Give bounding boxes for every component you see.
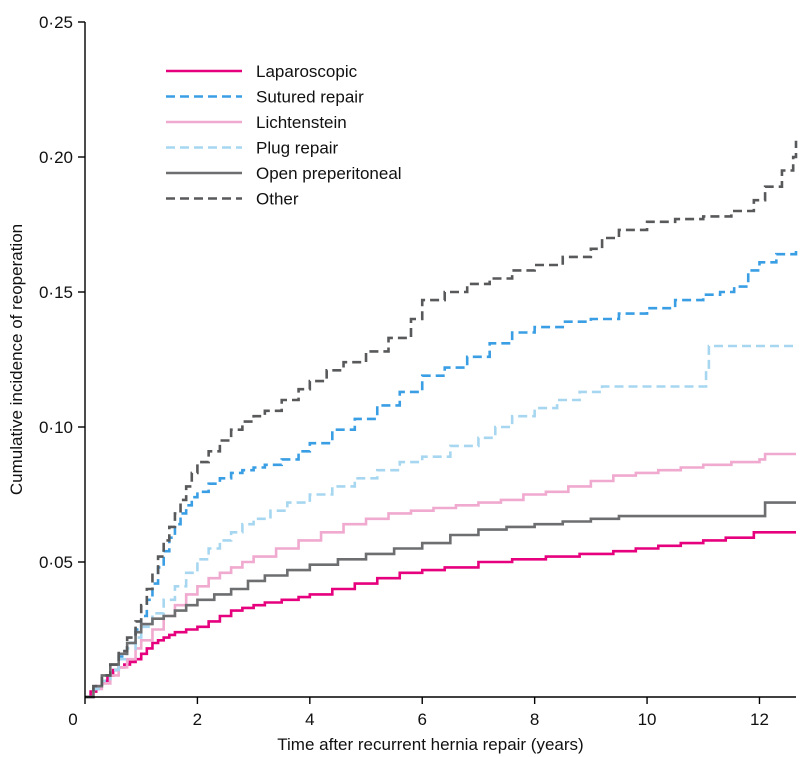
legend-label-open-preperitoneal: Open preperitoneal	[256, 164, 402, 183]
x-tick-label-6: 12	[750, 710, 769, 729]
y-ticks: 0·05 0·10 0·15 0·20 0·25	[39, 13, 85, 572]
series-line-laparoscopic	[85, 531, 796, 699]
x-tick-label-3: 6	[417, 710, 426, 729]
y-tick-label-2: 0·15	[39, 283, 73, 302]
x-tick-label-5: 10	[638, 710, 657, 729]
legend: Laparoscopic Sutured repair Lichtenstein Pl…	[166, 62, 402, 209]
axes	[84, 22, 796, 698]
y-tick-label-1: 0·10	[39, 418, 73, 437]
legend-label-laparoscopic: Laparoscopic	[256, 62, 358, 81]
series-line-other	[85, 140, 798, 699]
y-tick-label-3: 0·20	[39, 148, 73, 167]
y-tick-label-0: 0·05	[39, 553, 73, 572]
plot-area	[85, 140, 798, 699]
x-tick-label-4: 8	[530, 710, 539, 729]
y-axis-title: Cumulative incidence of reoperation	[7, 224, 26, 495]
legend-label-sutured-repair: Sutured repair	[256, 88, 364, 107]
x-ticks: 0 2 4 6 8 10 12	[68, 697, 769, 729]
x-tick-label-1: 2	[193, 710, 202, 729]
series-line-lichtenstein	[85, 452, 796, 699]
y-tick-label-4: 0·25	[39, 13, 73, 32]
x-axis-title: Time after recurrent hernia repair (year…	[277, 735, 583, 754]
legend-label-plug-repair: Plug repair	[256, 139, 339, 158]
x-tick-label-0: 0	[68, 710, 77, 729]
legend-label-other: Other	[256, 190, 299, 209]
series-line-open-preperitoneal	[85, 501, 796, 699]
series-line-plug-repair	[85, 344, 796, 699]
x-tick-label-2: 4	[305, 710, 314, 729]
legend-label-lichtenstein: Lichtenstein	[256, 113, 347, 132]
